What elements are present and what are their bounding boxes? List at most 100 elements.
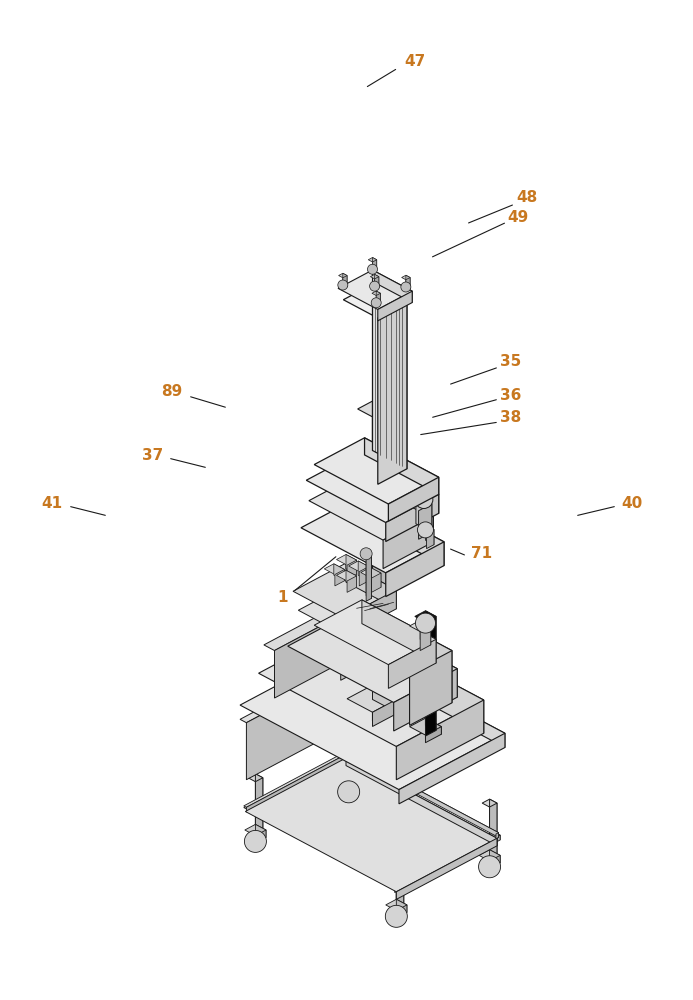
Polygon shape [373,401,387,713]
Polygon shape [420,634,452,703]
Polygon shape [383,513,433,569]
Polygon shape [373,284,407,469]
Polygon shape [419,504,432,539]
Text: 35: 35 [500,355,522,369]
Polygon shape [375,277,379,290]
Circle shape [416,613,435,633]
Text: 49: 49 [507,211,529,226]
Polygon shape [293,563,396,618]
Polygon shape [378,634,452,673]
Text: 1: 1 [278,590,288,605]
Polygon shape [338,270,412,309]
Polygon shape [489,855,500,869]
Polygon shape [402,275,410,280]
Polygon shape [346,649,505,748]
Circle shape [365,654,370,660]
Polygon shape [361,553,371,558]
Polygon shape [396,905,407,918]
Polygon shape [343,284,407,318]
Polygon shape [247,754,347,812]
Polygon shape [399,733,505,804]
Polygon shape [314,600,436,665]
Polygon shape [347,685,398,712]
Polygon shape [388,477,439,521]
Polygon shape [343,273,347,287]
Text: 41: 41 [42,495,62,510]
Polygon shape [399,835,500,893]
Polygon shape [378,291,412,321]
Polygon shape [349,561,369,572]
Polygon shape [394,669,457,731]
Polygon shape [375,274,379,288]
Circle shape [385,665,392,671]
Polygon shape [351,612,457,697]
Polygon shape [406,275,410,289]
Polygon shape [420,620,431,645]
Polygon shape [373,699,398,726]
Polygon shape [349,724,356,780]
Polygon shape [258,627,484,746]
Polygon shape [415,611,436,622]
Polygon shape [370,274,379,279]
Circle shape [417,522,433,538]
Circle shape [479,856,500,878]
Polygon shape [256,778,263,834]
Polygon shape [244,806,397,888]
Polygon shape [348,752,498,837]
Polygon shape [416,495,432,532]
Polygon shape [410,620,431,632]
Polygon shape [366,553,371,598]
Polygon shape [426,616,436,736]
Polygon shape [244,752,347,807]
Polygon shape [343,276,347,289]
Polygon shape [410,651,452,725]
Polygon shape [386,542,444,597]
Polygon shape [373,409,387,721]
Polygon shape [426,727,441,743]
Polygon shape [378,303,407,484]
Polygon shape [245,824,266,836]
Polygon shape [349,728,356,784]
Polygon shape [349,775,359,788]
Polygon shape [346,758,497,846]
Circle shape [359,637,365,643]
Polygon shape [359,497,444,566]
Polygon shape [368,257,377,262]
Polygon shape [371,573,381,592]
Polygon shape [370,567,381,587]
Circle shape [415,490,433,508]
Polygon shape [426,525,434,545]
Polygon shape [339,273,347,278]
Polygon shape [240,649,505,790]
Polygon shape [361,567,381,578]
Polygon shape [396,853,404,909]
Polygon shape [406,277,410,291]
Polygon shape [274,611,349,698]
Polygon shape [306,452,439,523]
Polygon shape [346,585,388,655]
Polygon shape [489,803,497,859]
Polygon shape [256,774,263,830]
Polygon shape [346,554,357,574]
Polygon shape [365,438,439,494]
Polygon shape [349,780,359,794]
Polygon shape [396,838,497,899]
Circle shape [385,905,407,927]
Circle shape [371,298,381,308]
Polygon shape [359,474,433,542]
Polygon shape [395,886,397,893]
Polygon shape [386,494,439,542]
Polygon shape [301,497,444,573]
Polygon shape [335,569,344,586]
Polygon shape [373,270,412,303]
Circle shape [369,281,380,291]
Polygon shape [376,293,380,307]
Circle shape [360,548,372,560]
Polygon shape [345,752,498,834]
Polygon shape [386,899,407,911]
Polygon shape [373,257,377,271]
Polygon shape [341,724,356,732]
Polygon shape [396,700,484,780]
Text: 40: 40 [622,495,642,510]
Circle shape [245,830,266,852]
